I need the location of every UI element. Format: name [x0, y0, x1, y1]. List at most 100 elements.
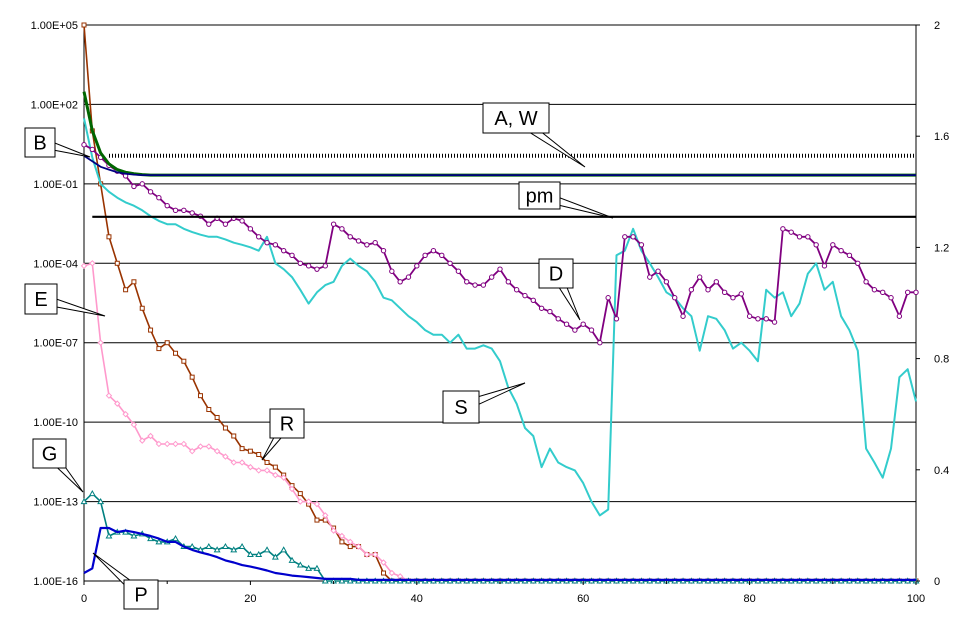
- data-point: [188, 447, 196, 455]
- data-point: [296, 561, 304, 568]
- data-point: [655, 268, 661, 274]
- data-point: [255, 467, 262, 474]
- data-point: [647, 274, 653, 280]
- callout-p: P: [92, 552, 159, 610]
- data-point: [272, 242, 279, 248]
- data-point: [896, 313, 903, 319]
- data-point: [464, 279, 470, 285]
- callout-label: G: [42, 444, 58, 466]
- data-point: [696, 274, 703, 280]
- data-point: [197, 443, 204, 450]
- x-tick-label: 80: [743, 593, 755, 605]
- data-point: [672, 295, 678, 301]
- y-left-tick-label: 1.00E+02: [31, 99, 78, 111]
- data-point: [372, 239, 378, 246]
- data-point: [388, 569, 396, 577]
- data-point: [755, 316, 761, 322]
- data-point: [130, 532, 138, 539]
- data-point: [80, 497, 88, 505]
- data-point: [605, 295, 611, 301]
- series-line: [83, 154, 916, 176]
- callout-e: E: [24, 283, 106, 317]
- data-point: [156, 346, 162, 352]
- data-point: [380, 247, 387, 254]
- y-right-tick-label: 1.6: [934, 131, 949, 143]
- data-point: [139, 305, 145, 311]
- data-point: [381, 570, 387, 576]
- data-point: [263, 546, 271, 553]
- data-point: [280, 546, 288, 553]
- data-point: [89, 146, 96, 153]
- data-point: [147, 189, 154, 195]
- data-point: [139, 437, 146, 444]
- data-point: [338, 532, 346, 540]
- data-point: [580, 321, 586, 327]
- data-point: [313, 500, 321, 508]
- data-point: [830, 242, 836, 248]
- data-point: [156, 195, 162, 201]
- data-point: [771, 319, 778, 325]
- data-point: [222, 453, 229, 460]
- data-point: [555, 316, 561, 322]
- data-point: [164, 340, 170, 346]
- data-point: [638, 242, 645, 248]
- data-point: [231, 433, 237, 439]
- series-b-8: [83, 154, 916, 176]
- data-point: [322, 263, 328, 269]
- data-point: [730, 295, 736, 301]
- series-p-3: [83, 526, 916, 581]
- data-point: [131, 279, 137, 285]
- callout-box: [442, 390, 480, 424]
- data-point: [230, 459, 237, 466]
- data-point: [81, 22, 87, 28]
- data-point: [347, 538, 354, 546]
- data-point: [622, 234, 628, 240]
- data-point: [488, 274, 495, 280]
- data-point: [338, 577, 346, 584]
- data-point: [414, 263, 420, 269]
- data-point: [297, 260, 304, 266]
- y-right-tick-label: 2: [934, 20, 940, 32]
- callout-label: pm: [526, 186, 554, 208]
- data-point: [239, 446, 245, 452]
- data-point: [131, 183, 137, 190]
- callout-box: [24, 283, 58, 315]
- data-point: [355, 238, 362, 244]
- data-point: [796, 234, 803, 240]
- callout-box: [538, 258, 574, 289]
- data-point: [221, 542, 229, 550]
- data-point: [181, 358, 187, 364]
- data-point: [363, 551, 371, 558]
- data-point: [164, 202, 170, 209]
- data-point: [588, 327, 595, 333]
- data-point: [247, 463, 254, 471]
- data-point: [480, 282, 487, 288]
- data-point: [155, 538, 163, 545]
- data-point: [222, 221, 229, 227]
- data-point: [405, 274, 412, 280]
- data-point: [380, 559, 387, 566]
- data-point: [114, 400, 121, 407]
- data-point: [213, 447, 221, 455]
- data-point: [389, 268, 395, 274]
- data-point: [80, 262, 88, 270]
- data-point: [863, 279, 869, 285]
- data-point: [821, 263, 828, 269]
- data-point: [230, 546, 238, 553]
- callout-label: R: [280, 414, 294, 436]
- data-point: [289, 252, 295, 259]
- data-point: [538, 305, 545, 311]
- callout-b: B: [24, 127, 91, 158]
- data-point: [147, 534, 155, 542]
- data-point: [105, 532, 113, 539]
- data-point: [264, 459, 270, 465]
- data-point: [114, 260, 120, 266]
- data-point: [264, 239, 270, 246]
- data-point: [139, 181, 145, 187]
- data-point: [256, 234, 262, 240]
- data-point: [330, 221, 337, 227]
- data-point: [472, 282, 478, 288]
- data-point: [148, 327, 154, 333]
